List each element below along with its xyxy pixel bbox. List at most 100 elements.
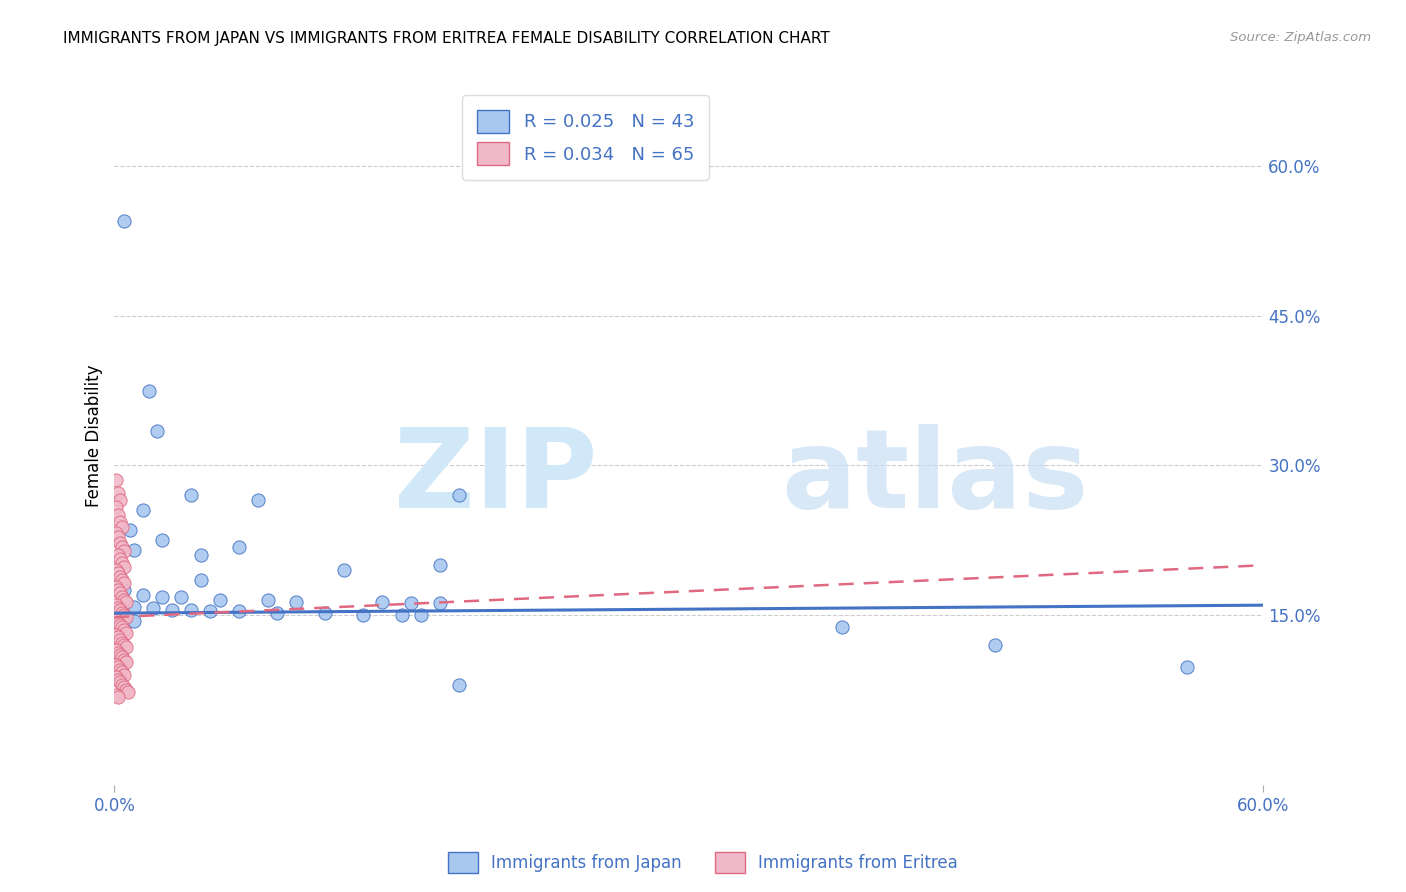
Point	[256, 593, 278, 607]
Point	[115, 610, 138, 624]
Point	[122, 600, 145, 615]
Point	[984, 638, 1007, 652]
Point	[112, 583, 135, 598]
Point	[107, 530, 129, 544]
Point	[111, 541, 134, 555]
Point	[108, 663, 131, 677]
Point	[285, 595, 308, 609]
Point	[108, 586, 131, 600]
Point	[160, 603, 183, 617]
Point	[371, 595, 394, 609]
Point	[111, 573, 134, 587]
Point	[122, 614, 145, 628]
Point	[108, 516, 131, 530]
Point	[429, 596, 451, 610]
Point	[190, 573, 212, 587]
Point	[107, 549, 129, 563]
Point	[107, 566, 129, 581]
Point	[105, 658, 128, 673]
Point	[409, 608, 432, 623]
Point	[107, 630, 129, 644]
Point	[115, 655, 138, 669]
Point	[115, 595, 138, 609]
Point	[449, 488, 471, 502]
Text: atlas: atlas	[780, 424, 1088, 531]
Point	[111, 678, 134, 692]
Point	[117, 685, 139, 699]
Point	[105, 613, 128, 627]
Point	[105, 598, 128, 612]
Point	[228, 604, 250, 618]
Point	[122, 543, 145, 558]
Point	[107, 616, 129, 631]
Text: IMMIGRANTS FROM JAPAN VS IMMIGRANTS FROM ERITREA FEMALE DISABILITY CORRELATION C: IMMIGRANTS FROM JAPAN VS IMMIGRANTS FROM…	[63, 31, 830, 46]
Point	[112, 680, 135, 694]
Point	[112, 560, 135, 574]
Text: ZIP: ZIP	[394, 424, 598, 531]
Point	[352, 608, 374, 623]
Point	[112, 608, 135, 623]
Point	[118, 524, 141, 538]
Point	[115, 626, 138, 640]
Point	[112, 668, 135, 682]
Point	[107, 660, 129, 674]
Point	[111, 556, 134, 570]
Point	[115, 683, 138, 698]
Point	[170, 590, 193, 604]
Point	[108, 552, 131, 566]
Point	[112, 544, 135, 558]
Point	[112, 638, 135, 652]
Point	[108, 536, 131, 550]
Point	[266, 606, 288, 620]
Point	[108, 633, 131, 648]
Y-axis label: Female Disability: Female Disability	[86, 364, 103, 507]
Point	[333, 563, 356, 577]
Point	[247, 493, 270, 508]
Point	[111, 520, 134, 534]
Point	[112, 598, 135, 612]
Point	[112, 576, 135, 591]
Point	[105, 474, 128, 488]
Point	[111, 636, 134, 650]
Point	[314, 606, 336, 620]
Point	[105, 500, 128, 515]
Point	[132, 503, 155, 517]
Point	[145, 424, 167, 438]
Point	[108, 675, 131, 690]
Point	[111, 590, 134, 604]
Point	[228, 541, 250, 555]
Point	[111, 665, 134, 679]
Point	[107, 690, 129, 704]
Point	[105, 580, 128, 594]
Point	[107, 508, 129, 523]
Point	[190, 549, 212, 563]
Point	[429, 558, 451, 573]
Point	[105, 688, 128, 702]
Point	[108, 603, 131, 617]
Point	[138, 384, 160, 398]
Point	[105, 526, 128, 541]
Point	[831, 620, 853, 634]
Point	[111, 620, 134, 634]
Point	[112, 623, 135, 637]
Point	[132, 588, 155, 602]
Point	[112, 613, 135, 627]
Point	[112, 214, 135, 228]
Point	[108, 570, 131, 584]
Point	[105, 643, 128, 657]
Point	[111, 606, 134, 620]
Point	[180, 488, 202, 502]
Point	[399, 596, 422, 610]
Point	[142, 601, 165, 615]
Legend: Immigrants from Japan, Immigrants from Eritrea: Immigrants from Japan, Immigrants from E…	[441, 846, 965, 880]
Point	[107, 646, 129, 660]
Point	[111, 650, 134, 665]
Point	[105, 670, 128, 684]
Point	[107, 486, 129, 500]
Point	[108, 618, 131, 632]
Point	[180, 603, 202, 617]
Point	[105, 628, 128, 642]
Point	[150, 590, 173, 604]
Point	[449, 678, 471, 692]
Point	[1175, 660, 1198, 674]
